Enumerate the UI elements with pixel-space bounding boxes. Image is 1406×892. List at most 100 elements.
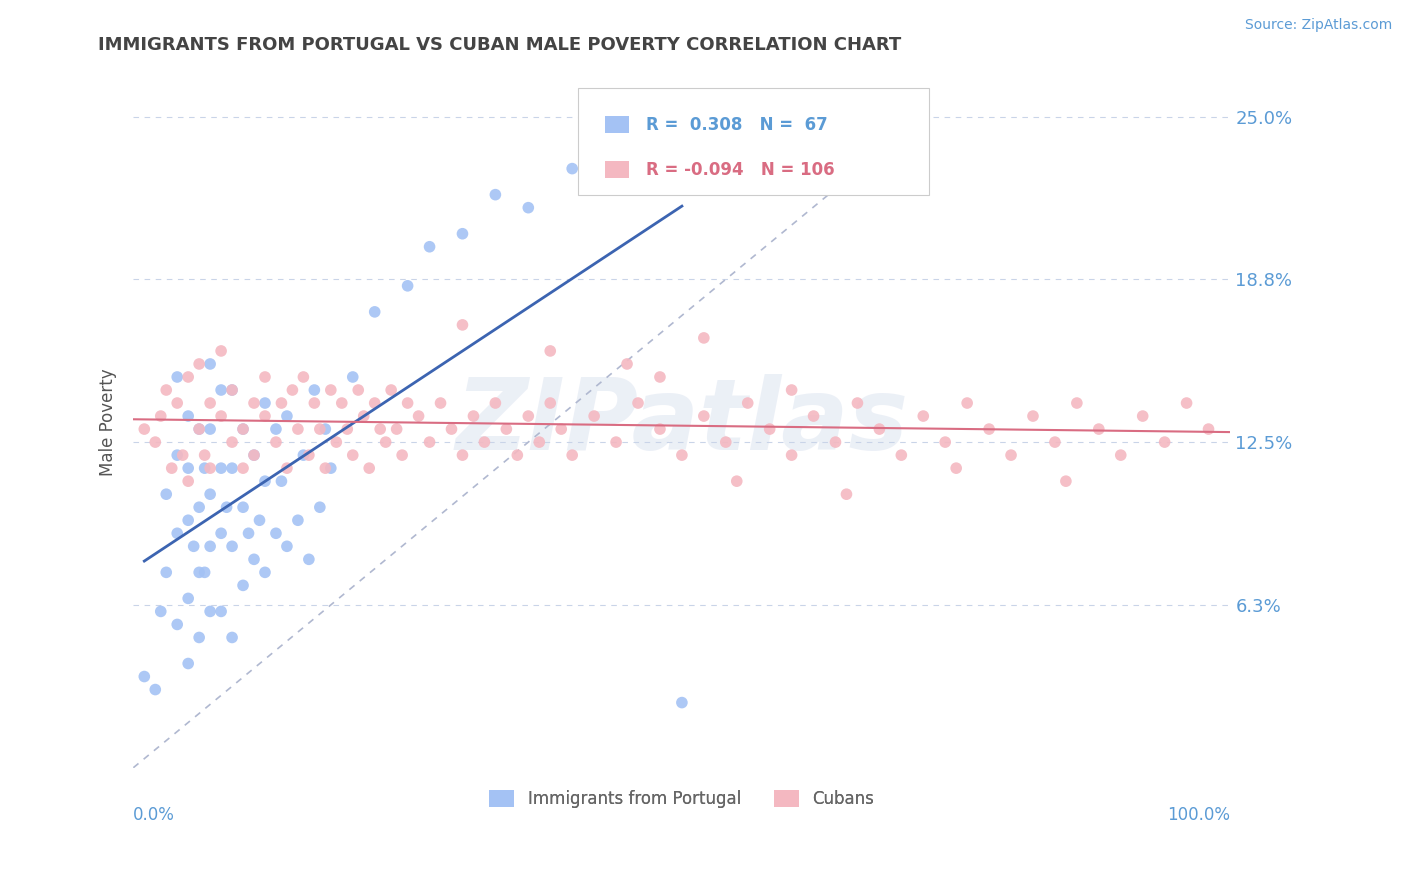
Point bbox=[232, 578, 254, 592]
Point bbox=[824, 435, 846, 450]
Point bbox=[325, 435, 347, 450]
Point bbox=[1132, 409, 1154, 423]
Point bbox=[166, 370, 188, 384]
Point bbox=[188, 422, 211, 436]
Point bbox=[194, 566, 217, 580]
Point bbox=[319, 461, 342, 475]
Text: ZIPatlas: ZIPatlas bbox=[456, 374, 908, 471]
Point bbox=[714, 435, 737, 450]
Point bbox=[243, 448, 266, 462]
Point bbox=[308, 422, 330, 436]
Point bbox=[209, 383, 232, 397]
Point bbox=[693, 409, 716, 423]
Point bbox=[912, 409, 935, 423]
Point bbox=[276, 461, 298, 475]
Point bbox=[155, 566, 177, 580]
Point bbox=[177, 657, 200, 671]
Point bbox=[780, 448, 803, 462]
Point bbox=[890, 448, 912, 462]
Point bbox=[956, 396, 979, 410]
Point bbox=[166, 448, 188, 462]
Point bbox=[177, 591, 200, 606]
Point bbox=[287, 513, 309, 527]
Point bbox=[188, 422, 211, 436]
Point bbox=[221, 461, 243, 475]
Point bbox=[977, 422, 1000, 436]
Point bbox=[198, 461, 221, 475]
Point bbox=[429, 396, 451, 410]
Point bbox=[846, 396, 869, 410]
Point bbox=[188, 357, 211, 371]
Point bbox=[292, 370, 315, 384]
Point bbox=[232, 422, 254, 436]
Point bbox=[166, 526, 188, 541]
Point bbox=[253, 396, 276, 410]
Point bbox=[517, 409, 540, 423]
Point bbox=[583, 409, 606, 423]
Point bbox=[209, 526, 232, 541]
Point bbox=[292, 448, 315, 462]
Point bbox=[188, 631, 211, 645]
Point bbox=[725, 474, 748, 488]
Point bbox=[287, 422, 309, 436]
Point bbox=[166, 396, 188, 410]
Text: IMMIGRANTS FROM PORTUGAL VS CUBAN MALE POVERTY CORRELATION CHART: IMMIGRANTS FROM PORTUGAL VS CUBAN MALE P… bbox=[98, 36, 901, 54]
Point bbox=[188, 500, 211, 515]
Point bbox=[506, 448, 529, 462]
Point bbox=[198, 539, 221, 553]
Point bbox=[391, 448, 413, 462]
Point bbox=[385, 422, 408, 436]
Point bbox=[517, 201, 540, 215]
Point bbox=[177, 409, 200, 423]
Point bbox=[298, 552, 321, 566]
Point bbox=[264, 422, 287, 436]
Point bbox=[177, 513, 200, 527]
Text: Source: ZipAtlas.com: Source: ZipAtlas.com bbox=[1244, 18, 1392, 32]
Point bbox=[1088, 422, 1111, 436]
Point bbox=[616, 136, 638, 150]
Point bbox=[243, 448, 266, 462]
Point bbox=[304, 396, 326, 410]
Point bbox=[616, 357, 638, 371]
Point bbox=[314, 461, 336, 475]
Point bbox=[276, 409, 298, 423]
Point bbox=[276, 539, 298, 553]
Point bbox=[1198, 422, 1220, 436]
Point bbox=[550, 422, 572, 436]
Point bbox=[134, 669, 156, 683]
Point bbox=[149, 409, 172, 423]
Point bbox=[270, 396, 292, 410]
Point bbox=[198, 604, 221, 618]
Point bbox=[1109, 448, 1132, 462]
Point bbox=[693, 331, 716, 345]
Point bbox=[440, 422, 463, 436]
Point bbox=[396, 396, 419, 410]
Point bbox=[374, 435, 396, 450]
Point bbox=[209, 461, 232, 475]
Point bbox=[238, 526, 260, 541]
Point bbox=[221, 383, 243, 397]
Point bbox=[209, 409, 232, 423]
Point bbox=[364, 396, 387, 410]
Point bbox=[364, 305, 387, 319]
Point bbox=[868, 422, 890, 436]
Point bbox=[538, 343, 561, 358]
Point bbox=[1043, 435, 1066, 450]
Point bbox=[143, 682, 166, 697]
FancyBboxPatch shape bbox=[578, 87, 929, 194]
Point bbox=[172, 448, 194, 462]
Text: 0.0%: 0.0% bbox=[134, 805, 176, 823]
Point bbox=[380, 383, 402, 397]
Point bbox=[149, 604, 172, 618]
Point bbox=[758, 422, 780, 436]
Point bbox=[419, 240, 441, 254]
FancyBboxPatch shape bbox=[605, 161, 630, 178]
Point bbox=[561, 161, 583, 176]
Point bbox=[209, 343, 232, 358]
Point bbox=[253, 474, 276, 488]
Point bbox=[495, 422, 517, 436]
Point bbox=[188, 566, 211, 580]
Point bbox=[198, 487, 221, 501]
Point bbox=[419, 435, 441, 450]
Point bbox=[304, 383, 326, 397]
